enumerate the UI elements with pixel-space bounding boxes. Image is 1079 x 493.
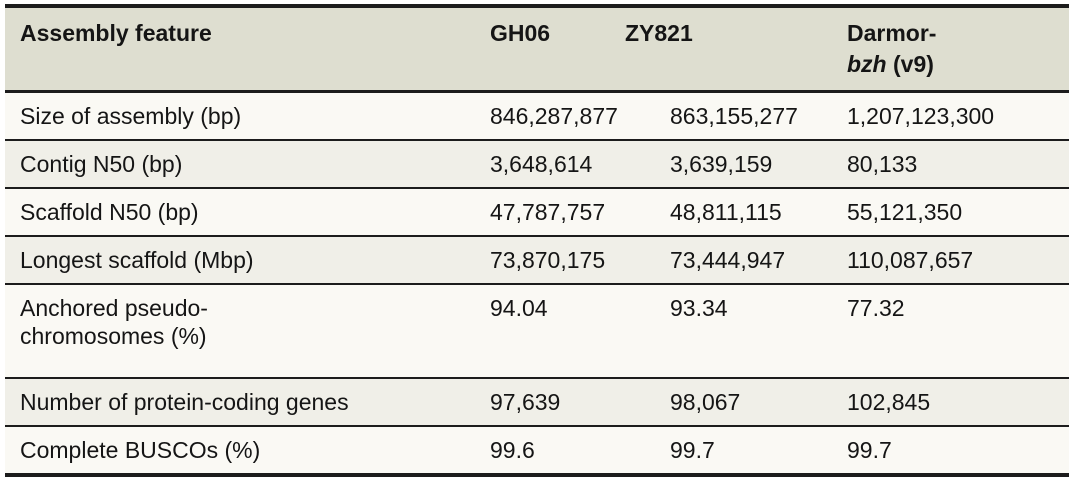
header-darmor-italic: bzh (847, 51, 887, 77)
darmor-value-cell: 77.32 (847, 283, 1069, 378)
zy821-value-cell: 99.7 (670, 425, 847, 475)
feature-cell: Longest scaffold (Mbp) (5, 235, 490, 284)
gh06-value-cell: 94.04 (490, 283, 670, 378)
header-row: Assembly feature GH06 ZY821 Darmor-bzh (… (5, 6, 1069, 93)
table-row: Longest scaffold (Mbp) 73,870,175 73,444,9… (5, 235, 1069, 284)
assembly-feature-table: Assembly feature GH06 ZY821 Darmor-bzh (… (5, 4, 1069, 477)
table-row: Contig N50 (bp) 3,648,614 3,639,159 80,133 (5, 139, 1069, 188)
feature-cell: Number of protein-coding genes (5, 377, 490, 426)
header-darmor-bzh: Darmor-bzh (v9) (847, 6, 1069, 93)
table-row: Scaffold N50 (bp) 47,787,757 48,811,115 55,… (5, 187, 1069, 236)
gh06-value-cell: 47,787,757 (490, 187, 670, 236)
darmor-value-cell: 102,845 (847, 377, 1069, 426)
feature-cell: Scaffold N50 (bp) (5, 187, 490, 236)
header-zy821: ZY821 (625, 6, 847, 93)
darmor-value-cell: 99.7 (847, 425, 1069, 475)
zy821-value-cell: 863,155,277 (670, 103, 798, 129)
table-body: Size of assembly (bp) 846,287,877 863,155,… (5, 91, 1069, 475)
gh06-value-cell: 99.6 (490, 425, 670, 475)
feature-cell: Complete BUSCOs (%) (5, 425, 490, 475)
gh06-value-cell: 846,287,877 (490, 103, 618, 129)
gh06-value-cell: 97,639 (490, 377, 670, 426)
gh06-value-cell: 73,870,175 (490, 235, 670, 284)
zy821-value-cell: 93.34 (670, 283, 847, 378)
zy821-value-cell: 73,444,947 (670, 235, 847, 284)
feature-cell: Size of assembly (bp) (20, 103, 242, 129)
gh06-value-cell: 3,648,614 (490, 139, 670, 188)
darmor-value-cell: 55,121,350 (847, 187, 1069, 236)
zy821-value-cell: 48,811,115 (670, 187, 847, 236)
zy821-value-cell: 3,639,159 (670, 139, 847, 188)
darmor-value-cell: 80,133 (847, 139, 1069, 188)
darmor-value-cell: 1,207,123,300 (847, 103, 995, 129)
feature-cell: Anchored pseudo- chromosomes (%) (5, 283, 490, 378)
header-assembly-feature: Assembly feature (5, 6, 490, 93)
table-row: Number of protein-coding genes 97,639 98,0… (5, 377, 1069, 426)
zy821-value-cell: 98,067 (670, 377, 847, 426)
table-row: Complete BUSCOs (%) 99.6 99.7 99.7 (5, 425, 1069, 475)
assembly-table-container: Assembly feature GH06 ZY821 Darmor-bzh (… (5, 4, 1074, 477)
table-row: Anchored pseudo- chromosomes (%) 94.04 93.… (5, 283, 1069, 378)
header-darmor-line1: Darmor- (847, 20, 937, 46)
feature-cell: Contig N50 (bp) (5, 139, 490, 188)
darmor-value-cell: 110,087,657 (847, 235, 1069, 284)
table-row: Size of assembly (bp) 846,287,877 863,155,… (5, 91, 1069, 140)
header-darmor-suffix: (v9) (886, 51, 934, 77)
header-zy821-label: ZY821 (625, 20, 693, 46)
header-gh06: GH06 (490, 6, 670, 93)
